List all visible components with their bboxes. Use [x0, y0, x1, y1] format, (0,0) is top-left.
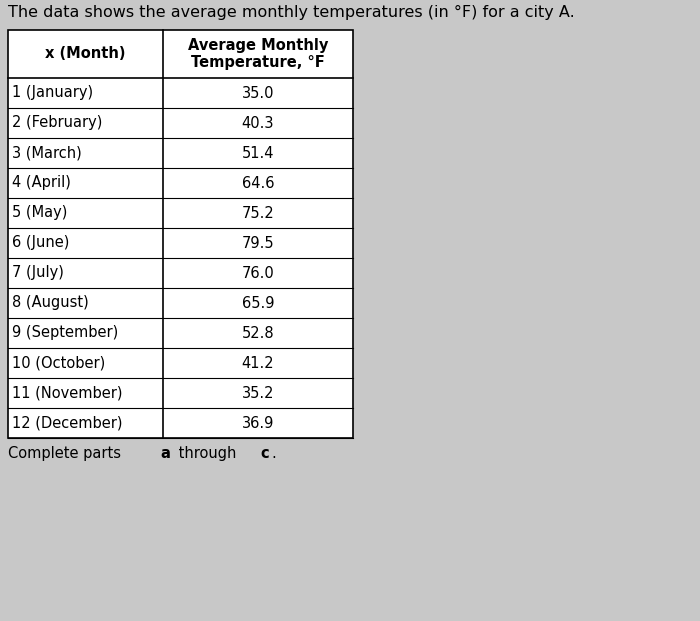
- Text: 2 (February): 2 (February): [12, 116, 102, 130]
- Text: 12 (December): 12 (December): [12, 415, 122, 430]
- Text: 64.6: 64.6: [241, 176, 274, 191]
- Text: 8 (August): 8 (August): [12, 296, 89, 310]
- Text: 4 (April): 4 (April): [12, 176, 71, 191]
- Text: .: .: [272, 446, 276, 461]
- Text: 40.3: 40.3: [241, 116, 274, 130]
- Text: 52.8: 52.8: [241, 325, 274, 340]
- Text: 1 (January): 1 (January): [12, 86, 93, 101]
- Text: The data shows the average monthly temperatures (in °F) for a city A.: The data shows the average monthly tempe…: [8, 5, 575, 20]
- Text: 65.9: 65.9: [241, 296, 274, 310]
- Bar: [8, 30, 353, 438]
- Text: 9 (September): 9 (September): [12, 325, 118, 340]
- Text: 35.2: 35.2: [241, 386, 274, 401]
- Text: 36.9: 36.9: [241, 415, 274, 430]
- Text: 76.0: 76.0: [241, 266, 274, 281]
- Text: c: c: [260, 446, 270, 461]
- Text: 10 (October): 10 (October): [12, 355, 105, 371]
- Text: 3 (March): 3 (March): [12, 145, 82, 160]
- Text: 7 (July): 7 (July): [12, 266, 64, 281]
- Text: through: through: [174, 446, 241, 461]
- Text: 11 (November): 11 (November): [12, 386, 122, 401]
- Text: Complete parts: Complete parts: [8, 446, 125, 461]
- Text: 79.5: 79.5: [241, 235, 274, 250]
- Text: 35.0: 35.0: [241, 86, 274, 101]
- Text: a: a: [161, 446, 171, 461]
- Text: 5 (May): 5 (May): [12, 206, 67, 220]
- Text: 51.4: 51.4: [241, 145, 274, 160]
- Text: Average Monthly
Temperature, °F: Average Monthly Temperature, °F: [188, 38, 328, 70]
- Text: x (Month): x (Month): [46, 47, 126, 61]
- Text: 6 (June): 6 (June): [12, 235, 69, 250]
- Text: 75.2: 75.2: [241, 206, 274, 220]
- Text: 41.2: 41.2: [241, 355, 274, 371]
